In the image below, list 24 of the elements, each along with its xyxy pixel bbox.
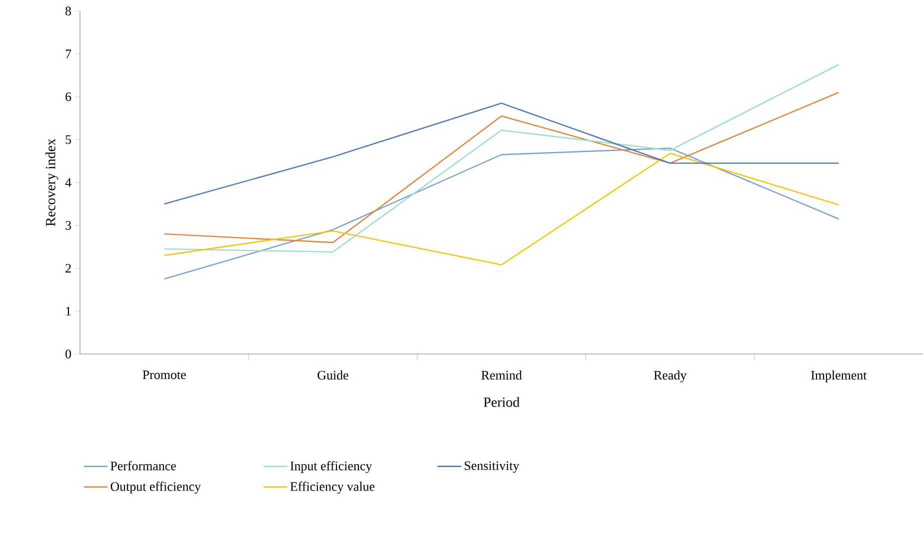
y-tick-label: 8	[66, 6, 71, 16]
legend-label: Sensitivity	[464, 461, 520, 473]
legend-label: Performance	[110, 461, 176, 470]
x-tick-label: Promote	[142, 370, 186, 380]
y-tick-label: 3	[66, 221, 71, 230]
y-tick-label: 7	[66, 50, 72, 58]
legend-label: Efficiency value	[290, 482, 374, 494]
x-axis-title: Period	[484, 397, 520, 407]
x-tick-label: Implement	[811, 370, 867, 382]
y-tick-label: 5	[66, 135, 71, 144]
line-series	[164, 92, 840, 244]
y-tick-label: 6	[66, 92, 72, 102]
y-tick-label: 0	[66, 350, 71, 358]
x-tick-label: Ready	[654, 370, 687, 382]
y-axis-title: Recovery index	[45, 138, 58, 226]
legend-label: Input efficiency	[290, 461, 372, 473]
x-tick-label: Guide	[318, 370, 348, 380]
x-tick-label: Remind	[481, 370, 522, 380]
legend-label: Output efficiency	[110, 482, 201, 494]
y-tick-label: 4	[65, 178, 72, 187]
line-series	[164, 102, 840, 205]
line-series	[164, 64, 840, 253]
y-tick-label: 2	[66, 264, 71, 273]
y-tick-label: 1	[66, 306, 71, 316]
